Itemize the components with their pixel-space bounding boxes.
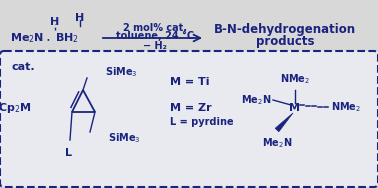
Text: products: products — [256, 36, 314, 49]
Text: M = Zr: M = Zr — [170, 103, 212, 113]
Polygon shape — [275, 113, 293, 132]
Text: M: M — [290, 103, 301, 113]
Text: H: H — [50, 17, 60, 27]
Text: H: H — [75, 13, 85, 23]
Text: cat.: cat. — [12, 62, 36, 72]
Text: BH$_2$: BH$_2$ — [55, 31, 79, 45]
Text: SiMe$_3$: SiMe$_3$ — [108, 131, 141, 145]
Text: SiMe$_3$: SiMe$_3$ — [105, 65, 138, 79]
Text: Cp$_2$M: Cp$_2$M — [0, 101, 32, 115]
Text: $\cdot$: $\cdot$ — [45, 32, 51, 46]
Text: NMe$_2$: NMe$_2$ — [331, 101, 361, 114]
FancyBboxPatch shape — [0, 51, 378, 187]
Text: M = Ti: M = Ti — [170, 77, 209, 87]
Text: L: L — [65, 148, 71, 158]
Text: B-N-dehydrogenation: B-N-dehydrogenation — [214, 24, 356, 36]
Text: L = pyrdine: L = pyrdine — [170, 117, 234, 127]
Text: − H₂: − H₂ — [143, 41, 167, 51]
Text: Me$_2$N: Me$_2$N — [241, 93, 271, 107]
Text: toluene, 24 °C: toluene, 24 °C — [116, 31, 194, 41]
Text: Me$_2$N: Me$_2$N — [262, 136, 292, 150]
Text: NMe$_2$: NMe$_2$ — [280, 72, 310, 86]
Text: 2 mol% cat.: 2 mol% cat. — [123, 23, 187, 33]
Text: Me$_2$N: Me$_2$N — [10, 31, 44, 45]
